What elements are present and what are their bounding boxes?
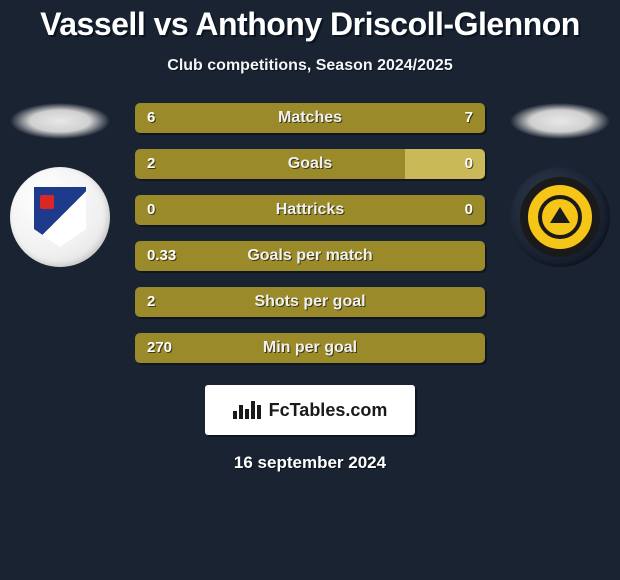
stat-value-right: 0 (465, 149, 473, 179)
brand-box[interactable]: FcTables.com (205, 385, 415, 435)
brand-chart-icon (233, 401, 261, 419)
stat-label: Goals (135, 149, 485, 179)
page-title: Vassell vs Anthony Driscoll-Glennon (0, 0, 620, 43)
player-right-silhouette (510, 103, 610, 139)
stat-row: Goals per match0.33 (135, 241, 485, 271)
stat-row: Hattricks0 0 (135, 195, 485, 225)
stat-row: Shots per goal2 (135, 287, 485, 317)
player-left-silhouette (10, 103, 110, 139)
brand-text: FcTables.com (269, 400, 388, 421)
stat-value-left: 0 (147, 195, 155, 225)
stat-row: Min per goal270 (135, 333, 485, 363)
date-line: 16 september 2024 (0, 453, 620, 473)
comparison-area: Matches67Goals20Hattricks00Goals per mat… (0, 103, 620, 373)
stats-column: Matches67Goals20Hattricks00Goals per mat… (135, 103, 485, 363)
player-right-column (500, 103, 620, 267)
shield-icon (34, 187, 86, 247)
stat-value-left: 6 (147, 103, 155, 133)
stat-value-right: 7 (465, 103, 473, 133)
stat-value-left: 2 (147, 287, 155, 317)
stat-value-left: 270 (147, 333, 172, 363)
stat-row: Goals2 0 (135, 149, 485, 179)
stat-label: Hattricks (135, 195, 485, 225)
stat-value-right: 0 (465, 195, 473, 225)
stat-value-left: 0.33 (147, 241, 176, 271)
stat-value-left: 2 (147, 149, 155, 179)
player-left-column (0, 103, 120, 267)
stat-row: Matches6 7 (135, 103, 485, 133)
club-badge-right (510, 167, 610, 267)
club-badge-left (10, 167, 110, 267)
stat-label: Shots per goal (135, 287, 485, 317)
stat-label: Min per goal (135, 333, 485, 363)
ring-badge-icon (520, 177, 600, 257)
stat-label: Goals per match (135, 241, 485, 271)
subtitle: Club competitions, Season 2024/2025 (0, 57, 620, 75)
stat-label: Matches (135, 103, 485, 133)
